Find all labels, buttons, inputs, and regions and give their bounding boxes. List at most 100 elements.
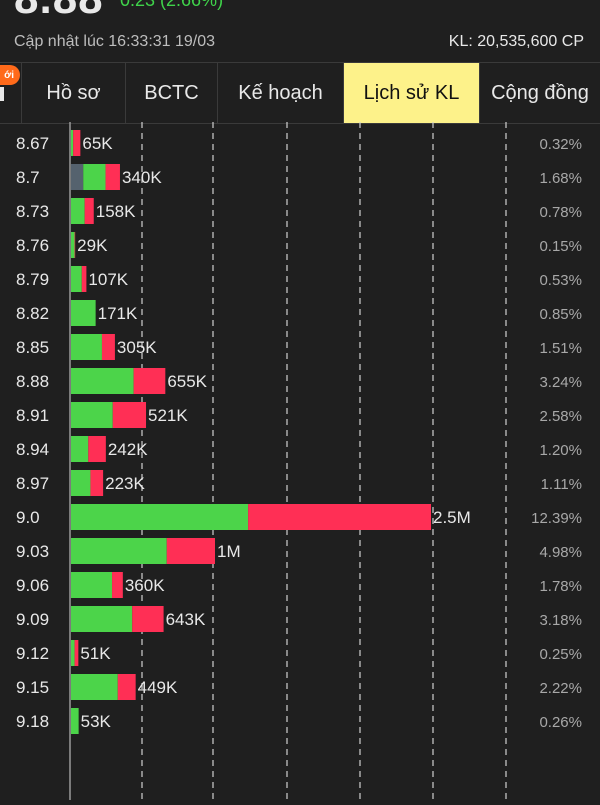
total-volume: KL: 20,535,600 CP: [448, 33, 584, 50]
bar-sell-9.06: [112, 572, 123, 598]
volume-profile-chart: 8.67 65K 0.32% 8.7 340K 1.68% 8.73 158K 0.78% 8.7…: [0, 122, 600, 800]
bar-buy-9.18: [71, 708, 79, 734]
bar-sell-8.79: [81, 266, 87, 292]
tab-partial-glyph: [0, 87, 4, 101]
bar-sell-8.67: [73, 130, 81, 156]
bar-buy-8.85: [71, 334, 102, 360]
tab-lich-su-kl[interactable]: Lịch sử KL: [344, 63, 480, 123]
volume-label: 2.5M: [433, 508, 471, 527]
percent-label: 0.78%: [539, 204, 582, 221]
bar-buy-8.79: [71, 266, 82, 292]
percent-label: 1.11%: [541, 476, 582, 493]
current-price: 8.88: [14, 0, 104, 24]
volume-profile-svg: 8.67 65K 0.32% 8.7 340K 1.68% 8.73 158K 0.78% 8.7…: [16, 122, 582, 800]
bar-buy-9.15: [71, 674, 118, 700]
price-level-label: 8.97: [16, 474, 49, 493]
tab-previous-partial[interactable]: ới: [0, 63, 22, 123]
percent-label: 0.32%: [539, 136, 582, 153]
percent-label: 2.22%: [539, 680, 582, 697]
volume-label: 1M: [217, 542, 241, 561]
bar-buy-8.88: [71, 368, 134, 394]
bar-sell-8.73: [84, 198, 94, 224]
bar-buy-8.7: [83, 164, 106, 190]
volume-label: 51K: [80, 644, 111, 663]
volume-label: 521K: [148, 406, 188, 425]
percent-label: 1.78%: [539, 578, 582, 595]
price-level-label: 8.79: [16, 270, 49, 289]
update-timestamp: Cập nhật lúc 16:33:31 19/03: [14, 33, 216, 50]
percent-label: 2.58%: [539, 408, 582, 425]
bar-sell-8.97: [90, 470, 104, 496]
price-level-label: 9.03: [16, 542, 49, 561]
price-level-label: 8.7: [16, 168, 40, 187]
bar-buy-9.0: [71, 504, 249, 530]
price-level-label: 8.76: [16, 236, 49, 255]
bar-sell-8.85: [101, 334, 115, 360]
bar-sell-8.7: [105, 164, 120, 190]
bar-buy-8.67: [71, 130, 74, 156]
bar-buy-8.94: [71, 436, 89, 462]
volume-label: 655K: [167, 372, 207, 391]
price-level-label: 8.67: [16, 134, 49, 153]
bar-buy-9.09: [71, 606, 133, 632]
price-level-label: 9.09: [16, 610, 49, 629]
percent-label: 0.26%: [539, 714, 582, 731]
price-level-label: 9.18: [16, 712, 49, 731]
bar-sell-8.88: [133, 368, 166, 394]
volume-label: 242K: [108, 440, 148, 459]
price-level-label: 8.73: [16, 202, 49, 221]
price-level-label: 9.06: [16, 576, 49, 595]
price-level-label: 9.0: [16, 508, 40, 527]
volume-label: 107K: [88, 270, 128, 289]
bar-sell-8.91: [112, 402, 147, 428]
percent-label: 3.18%: [539, 612, 582, 629]
volume-label: 643K: [166, 610, 206, 629]
tab-cong-dong[interactable]: Cộng đồng: [491, 81, 589, 104]
percent-label: 12.39%: [531, 510, 582, 527]
bar-buy-8.76: [71, 232, 75, 258]
tab-bar: ới Hồ sơ BCTC Kế hoạch Lịch sử KL Cộng đ…: [0, 62, 600, 124]
percent-label: 0.53%: [539, 272, 582, 289]
percent-label: 0.15%: [539, 238, 582, 255]
price-header: 8.88 0.23 (2.66%) Cập nhật lúc 16:33:31 …: [0, 0, 600, 60]
bar-sell-9.12: [74, 640, 79, 666]
new-badge: ới: [0, 65, 20, 85]
price-level-label: 8.88: [16, 372, 49, 391]
price-change: 0.23 (2.66%): [120, 0, 224, 10]
price-level-label: 8.85: [16, 338, 49, 357]
bar-sell-8.76: [74, 232, 76, 258]
tab-ke-hoach[interactable]: Kế hoạch: [218, 63, 344, 123]
volume-label: 223K: [105, 474, 145, 493]
bar-buy-9.06: [71, 572, 113, 598]
price-level-label: 8.94: [16, 440, 49, 459]
bar-buy-9.03: [71, 538, 167, 564]
tab-bctc[interactable]: BCTC: [126, 63, 218, 123]
bar-sell-9.15: [117, 674, 136, 700]
volume-label: 305K: [117, 338, 157, 357]
percent-label: 1.20%: [539, 442, 582, 459]
bar-buy-9.12: [71, 640, 75, 666]
percent-label: 1.51%: [539, 340, 582, 357]
bar-ato-8.7: [71, 164, 84, 190]
price-level-label: 9.12: [16, 644, 49, 663]
volume-label: 158K: [96, 202, 136, 221]
volume-label: 53K: [81, 712, 112, 731]
bar-buy-8.91: [71, 402, 113, 428]
percent-label: 1.68%: [539, 170, 582, 187]
price-level-label: 8.91: [16, 406, 49, 425]
bar-buy-8.97: [71, 470, 91, 496]
price-level-label: 9.15: [16, 678, 49, 697]
volume-label: 449K: [138, 678, 178, 697]
bar-buy-8.73: [71, 198, 85, 224]
percent-label: 0.25%: [539, 646, 582, 663]
bar-sell-8.94: [88, 436, 106, 462]
bar-sell-9.0: [248, 504, 431, 530]
volume-label: 340K: [122, 168, 162, 187]
percent-label: 3.24%: [539, 374, 582, 391]
volume-label: 65K: [82, 134, 113, 153]
tab-ho-so[interactable]: Hồ sơ: [22, 63, 126, 123]
bar-sell-9.03: [166, 538, 215, 564]
volume-label: 360K: [125, 576, 165, 595]
volume-label: 171K: [98, 304, 138, 323]
bar-sell-9.09: [132, 606, 164, 632]
